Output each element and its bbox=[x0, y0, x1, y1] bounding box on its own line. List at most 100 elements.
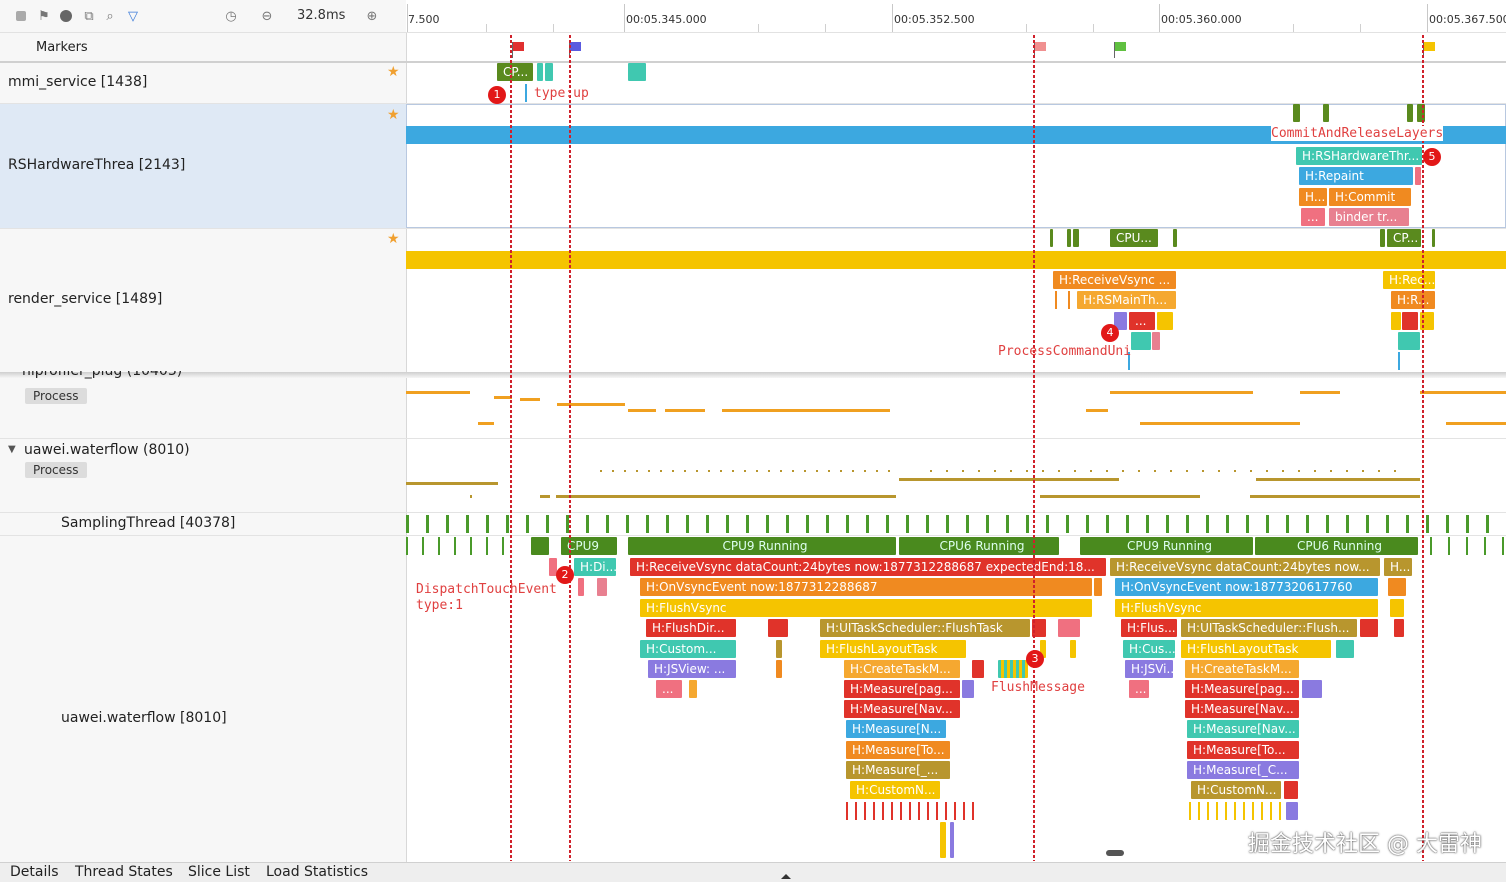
panel-toggle-icon[interactable] bbox=[781, 874, 791, 879]
ruler-tick: 00:05.367.500 bbox=[1429, 13, 1506, 26]
trace-slice[interactable]: H:OnVsyncEvent now:1877312288687 bbox=[640, 578, 1092, 596]
cpu-slice[interactable]: CPU9 bbox=[561, 537, 617, 555]
cpu-slice[interactable]: CPU9 Running bbox=[1080, 537, 1253, 555]
trace-slice[interactable]: H:Measure[Nav... bbox=[1187, 720, 1299, 738]
tab-details[interactable]: Details bbox=[10, 864, 59, 880]
cpu-slice[interactable]: CPU... bbox=[1110, 229, 1158, 247]
tab-thread-states[interactable]: Thread States bbox=[75, 864, 173, 880]
tab-slice-list[interactable]: Slice List bbox=[188, 864, 250, 880]
track-label-rshw[interactable]: RSHardwareThrea [2143] bbox=[8, 157, 186, 173]
trace-slice[interactable]: H:CustomN... bbox=[850, 781, 940, 799]
trace-slice[interactable]: H:Cus... bbox=[1123, 640, 1175, 658]
process-label-hiprofiler[interactable]: hiprofiler_plug (10403) bbox=[22, 371, 183, 379]
annotation-badge: 3 bbox=[1026, 650, 1044, 668]
clock-icon[interactable]: ◷ bbox=[225, 8, 237, 24]
annotation-badge: 2 bbox=[556, 566, 574, 584]
annotation-text: FlushMessage bbox=[991, 680, 1085, 695]
annotation-badge: 5 bbox=[1423, 148, 1441, 166]
track-label-sampling-thread[interactable]: SamplingThread [40378] bbox=[61, 515, 236, 531]
annotation-badge: 1 bbox=[488, 86, 506, 104]
trace-slice[interactable]: H:Measure[_... bbox=[846, 761, 950, 779]
track-label-mmi-service[interactable]: mmi_service [1438] bbox=[8, 74, 148, 90]
trace-slice[interactable]: H:Repaint bbox=[1299, 167, 1413, 185]
process-label-waterflow[interactable]: uawei.waterflow (8010) bbox=[24, 442, 190, 458]
annotation-text: CommitAndReleaseLayers bbox=[1271, 126, 1444, 141]
trace-slice[interactable]: H:R... bbox=[1391, 291, 1435, 309]
trace-slice[interactable]: ... bbox=[1129, 312, 1155, 330]
trace-slice[interactable]: H:Measure[Nav... bbox=[1185, 700, 1299, 718]
trace-slice[interactable]: H:JSVi... bbox=[1125, 660, 1173, 678]
filter-icon[interactable]: ▽ bbox=[128, 8, 138, 24]
track-label-render-service[interactable]: render_service [1489] bbox=[8, 291, 163, 307]
trace-slice[interactable]: H:FlushDir... bbox=[646, 619, 736, 637]
trace-slice[interactable]: H:Measure[pag... bbox=[1185, 680, 1299, 698]
star-icon[interactable]: ★ bbox=[387, 107, 400, 123]
trace-slice[interactable]: H:Rec... bbox=[1383, 271, 1435, 289]
cpu-slice[interactable]: CPU6 Running bbox=[899, 537, 1059, 555]
marker-flag[interactable] bbox=[1115, 42, 1126, 51]
trace-slice[interactable]: H:Measure[To... bbox=[1187, 741, 1299, 759]
trace-slice[interactable]: H:ReceiveVsync dataCount:24bytes now... bbox=[1110, 558, 1380, 576]
trace-slice[interactable]: H:Commit bbox=[1329, 188, 1411, 206]
track-label-waterflow-thread[interactable]: uawei.waterflow [8010] bbox=[61, 710, 227, 726]
cpu-slice[interactable]: CP... bbox=[497, 63, 533, 81]
pin-icon[interactable] bbox=[57, 7, 75, 25]
trace-slice[interactable]: H:CreateTaskM... bbox=[844, 660, 960, 678]
trace-slice[interactable]: ... bbox=[656, 680, 682, 698]
square-icon[interactable] bbox=[12, 7, 30, 25]
trace-slice[interactable]: H:Flus... bbox=[1121, 619, 1177, 637]
tab-load-statistics[interactable]: Load Statistics bbox=[266, 864, 369, 880]
trace-slice[interactable]: H:FlushVsync bbox=[1115, 599, 1378, 617]
trace-slice[interactable]: H:RSMainTh... bbox=[1077, 291, 1176, 309]
annotation-text: type:up bbox=[534, 86, 589, 101]
trace-slice[interactable]: H:CustomN... bbox=[1191, 781, 1281, 799]
trace-slice[interactable]: H:Measure[pag... bbox=[844, 680, 960, 698]
marker-flag[interactable] bbox=[1035, 42, 1046, 51]
zoom-in-icon[interactable]: ⊕ bbox=[366, 8, 378, 24]
track-selected-bg bbox=[0, 104, 406, 228]
annotation-badge: 4 bbox=[1101, 324, 1119, 342]
trace-slice[interactable]: H:JSView: ... bbox=[648, 660, 736, 678]
trace-slice[interactable]: H:FlushLayoutTask bbox=[820, 640, 966, 658]
trace-slice[interactable]: H:Measure[N... bbox=[846, 720, 946, 738]
trace-slice[interactable]: H:Measure[Nav... bbox=[844, 700, 960, 718]
zoom-out-icon[interactable]: ⊖ bbox=[261, 8, 273, 24]
trace-slice[interactable]: ... bbox=[1301, 208, 1325, 226]
watermark: 掘金技术社区 @ 大雷神 bbox=[1248, 832, 1482, 857]
annotation-text: DispatchTouchEvent bbox=[416, 582, 557, 597]
trace-slice[interactable]: H:Measure[To... bbox=[846, 741, 950, 759]
trace-slice[interactable]: H:Di... bbox=[574, 558, 616, 576]
star-icon[interactable]: ★ bbox=[387, 231, 400, 247]
trace-slice[interactable]: H:UITaskScheduler::Flush... bbox=[1181, 619, 1357, 637]
cpu-slice[interactable]: CPU9 Running bbox=[628, 537, 896, 555]
trace-slice[interactable]: H:UITaskScheduler::FlushTask bbox=[820, 619, 1030, 637]
trace-slice[interactable]: H... bbox=[1299, 188, 1327, 206]
flag-icon[interactable]: ⚑ bbox=[38, 8, 50, 24]
trace-slice[interactable]: H:ReceiveVsync ... bbox=[1053, 271, 1176, 289]
trace-slice[interactable]: H:Measure[_C... bbox=[1187, 761, 1299, 779]
crop-icon[interactable]: ⧉ bbox=[84, 8, 94, 24]
marker-flag[interactable] bbox=[1424, 42, 1435, 51]
trace-slice[interactable]: binder tr... bbox=[1329, 208, 1409, 226]
marker-flag[interactable] bbox=[513, 42, 524, 51]
search-icon[interactable]: ⌕ bbox=[106, 8, 114, 24]
cpu-slice[interactable]: CP... bbox=[1387, 229, 1421, 247]
time-ruler[interactable]: 7.500 00:05.345.000 00:05.352.500 00:05.… bbox=[406, 0, 1506, 33]
trace-slice[interactable]: H:RSHardwareThr... bbox=[1296, 147, 1422, 165]
render-state-bar[interactable] bbox=[406, 251, 1506, 269]
trace-slice[interactable]: H:Custom... bbox=[640, 640, 736, 658]
trace-slice[interactable]: H... bbox=[1384, 558, 1412, 576]
star-icon[interactable]: ★ bbox=[387, 64, 400, 80]
trace-slice[interactable]: H:FlushLayoutTask bbox=[1181, 640, 1331, 658]
scroll-indicator[interactable] bbox=[1106, 850, 1124, 856]
toolbar: ⚑ ⧉ ⌕ ▽ ◷ ⊖ 32.8ms ⊕ bbox=[0, 0, 406, 33]
trace-slice[interactable]: H:FlushVsync bbox=[640, 599, 1092, 617]
cpu-slice[interactable]: CPU6 Running bbox=[1255, 537, 1418, 555]
trace-slice[interactable]: H:CreateTaskM... bbox=[1185, 660, 1299, 678]
expand-chevron-icon[interactable]: ▼ bbox=[8, 444, 16, 455]
trace-slice[interactable]: H:ReceiveVsync dataCount:24bytes now:187… bbox=[630, 558, 1106, 576]
trace-slice[interactable]: ... bbox=[1129, 680, 1149, 698]
trace-slice[interactable]: H:OnVsyncEvent now:1877320617760 bbox=[1115, 578, 1378, 596]
marker-flag[interactable] bbox=[570, 42, 581, 51]
rshw-state-bar[interactable] bbox=[406, 126, 1506, 144]
